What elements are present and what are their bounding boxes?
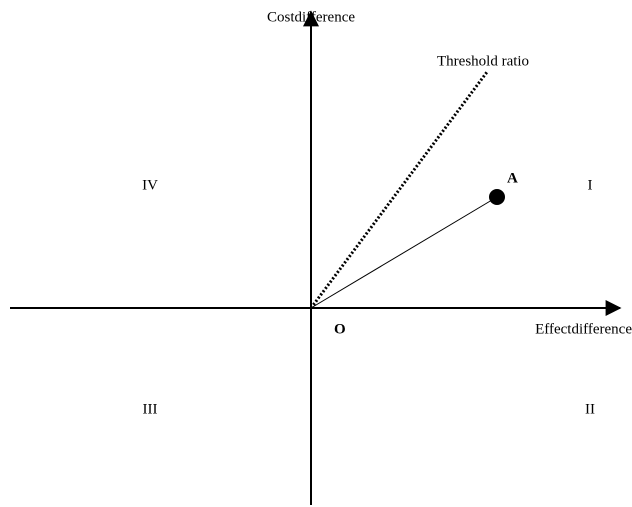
quadrant-label: IV (142, 177, 158, 193)
x-axis-label: Effectdifference (535, 321, 632, 337)
quadrant-label: III (143, 401, 158, 417)
point-line (310, 196, 498, 309)
quadrant-label: II (585, 401, 595, 417)
y-axis-label: Costdifference (267, 9, 355, 25)
threshold-label: Threshold ratio (437, 53, 529, 69)
threshold-line (309, 71, 489, 309)
quadrant-label: I (588, 177, 593, 193)
origin-label: O (334, 321, 346, 337)
point-a (489, 189, 505, 205)
point-label: A (507, 170, 518, 186)
